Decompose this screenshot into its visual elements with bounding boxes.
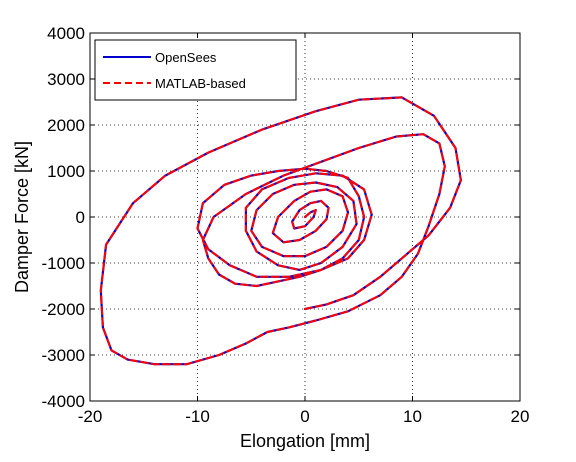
x-tick-label: 20 [511, 407, 530, 426]
y-tick-label: -4000 [42, 392, 85, 411]
axis-ticks: -20 -10 0 10 20 -4000 -3000 -2000 -1000 0 1000 2000… [42, 24, 530, 426]
y-tick-label: 2000 [47, 116, 85, 135]
y-tick-label: 4000 [47, 24, 85, 43]
series-lines [99, 96, 462, 366]
legend: OpenSees MATLAB-based [94, 39, 297, 101]
y-tick-label: 1000 [47, 162, 85, 181]
series-line-opensees [99, 96, 462, 366]
series-line-matlab-based [99, 96, 462, 366]
x-axis-title: Elongation [mm] [240, 431, 370, 451]
legend-label-opensees: OpenSees [155, 50, 217, 65]
y-tick-label: -1000 [42, 254, 85, 273]
y-tick-label: -3000 [42, 346, 85, 365]
y-axis-title: Damper Force [kN] [12, 141, 32, 293]
y-tick-label: 0 [76, 208, 85, 227]
x-tick-label: 10 [403, 407, 422, 426]
y-tick-label: -2000 [42, 300, 85, 319]
x-tick-label: 0 [300, 407, 309, 426]
y-tick-label: 3000 [47, 70, 85, 89]
x-tick-label: -20 [78, 407, 103, 426]
legend-box [94, 39, 297, 101]
x-tick-label: -10 [185, 407, 210, 426]
legend-label-matlab-based: MATLAB-based [155, 76, 246, 91]
